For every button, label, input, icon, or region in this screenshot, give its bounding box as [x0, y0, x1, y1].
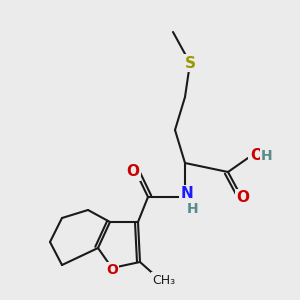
Text: O: O	[106, 263, 118, 277]
Text: H: H	[261, 149, 273, 163]
Text: H: H	[187, 202, 199, 216]
Text: O: O	[127, 164, 140, 179]
Text: CH₃: CH₃	[152, 274, 176, 286]
Text: S: S	[184, 56, 196, 70]
Text: N: N	[181, 187, 194, 202]
Text: O: O	[250, 148, 263, 164]
Text: O: O	[236, 190, 250, 206]
